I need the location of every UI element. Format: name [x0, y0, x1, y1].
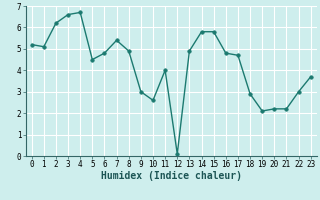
X-axis label: Humidex (Indice chaleur): Humidex (Indice chaleur)	[101, 171, 242, 181]
